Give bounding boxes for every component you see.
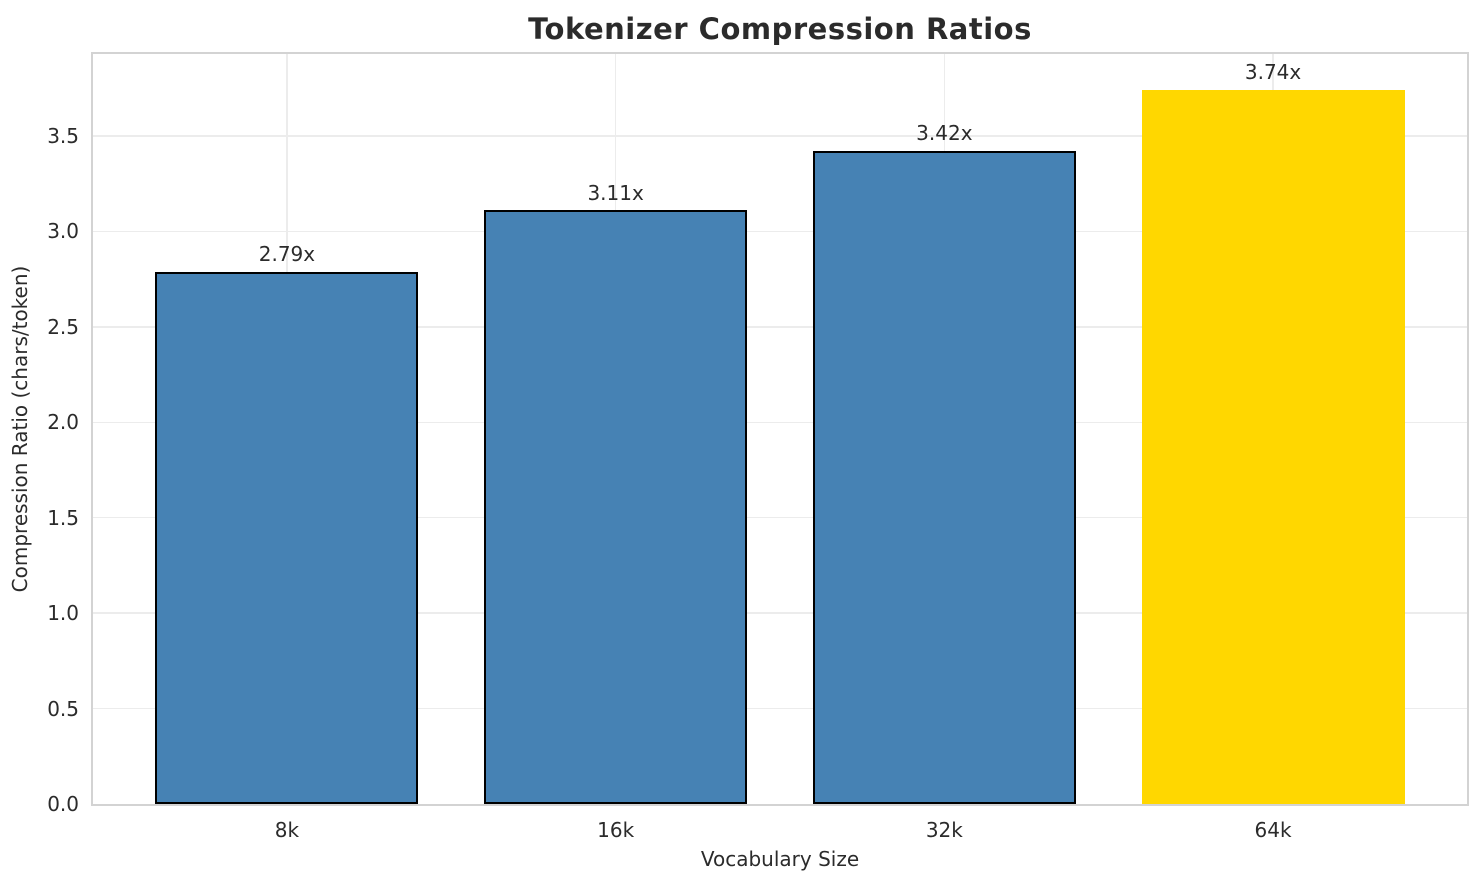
h-gridline	[93, 326, 1467, 328]
y-tick-label: 0.0	[47, 792, 79, 816]
h-gridline	[93, 612, 1467, 614]
plot-area: 2.79x 3.11x 3.42x 3.74x	[91, 52, 1469, 806]
x-axis-label: Vocabulary Size	[700, 847, 860, 871]
y-tick-label: 1.5	[47, 505, 79, 530]
y-tick-label: 2.0	[47, 410, 79, 435]
chart-title: Tokenizer Compression Ratios	[528, 12, 1032, 46]
bar-value-label: 3.42x	[916, 121, 973, 146]
y-tick-label: 3.5	[47, 124, 79, 149]
bar	[812, 151, 1076, 804]
bar-value-label: 3.74x	[1244, 60, 1302, 85]
h-gridline	[93, 135, 1467, 137]
x-tick-label: 16k	[597, 818, 635, 842]
bar	[1141, 90, 1405, 804]
bar	[155, 271, 419, 804]
y-tick-label: 2.5	[47, 314, 79, 339]
h-gridline	[93, 707, 1467, 710]
bar-value-label: 2.79x	[258, 241, 316, 266]
x-tick-label: 64k	[1254, 818, 1292, 842]
y-tick-label: 0.5	[47, 696, 79, 721]
x-tick-label: 32k	[925, 818, 963, 842]
bar	[484, 210, 748, 804]
y-tick-label: 1.0	[47, 601, 79, 626]
h-gridline	[93, 421, 1467, 424]
bar-value-label: 3.11x	[587, 180, 644, 205]
x-tick-label: 8k	[274, 818, 300, 842]
h-gridline	[93, 230, 1467, 233]
y-tick-label: 3.0	[47, 219, 79, 244]
h-gridline	[93, 516, 1467, 519]
